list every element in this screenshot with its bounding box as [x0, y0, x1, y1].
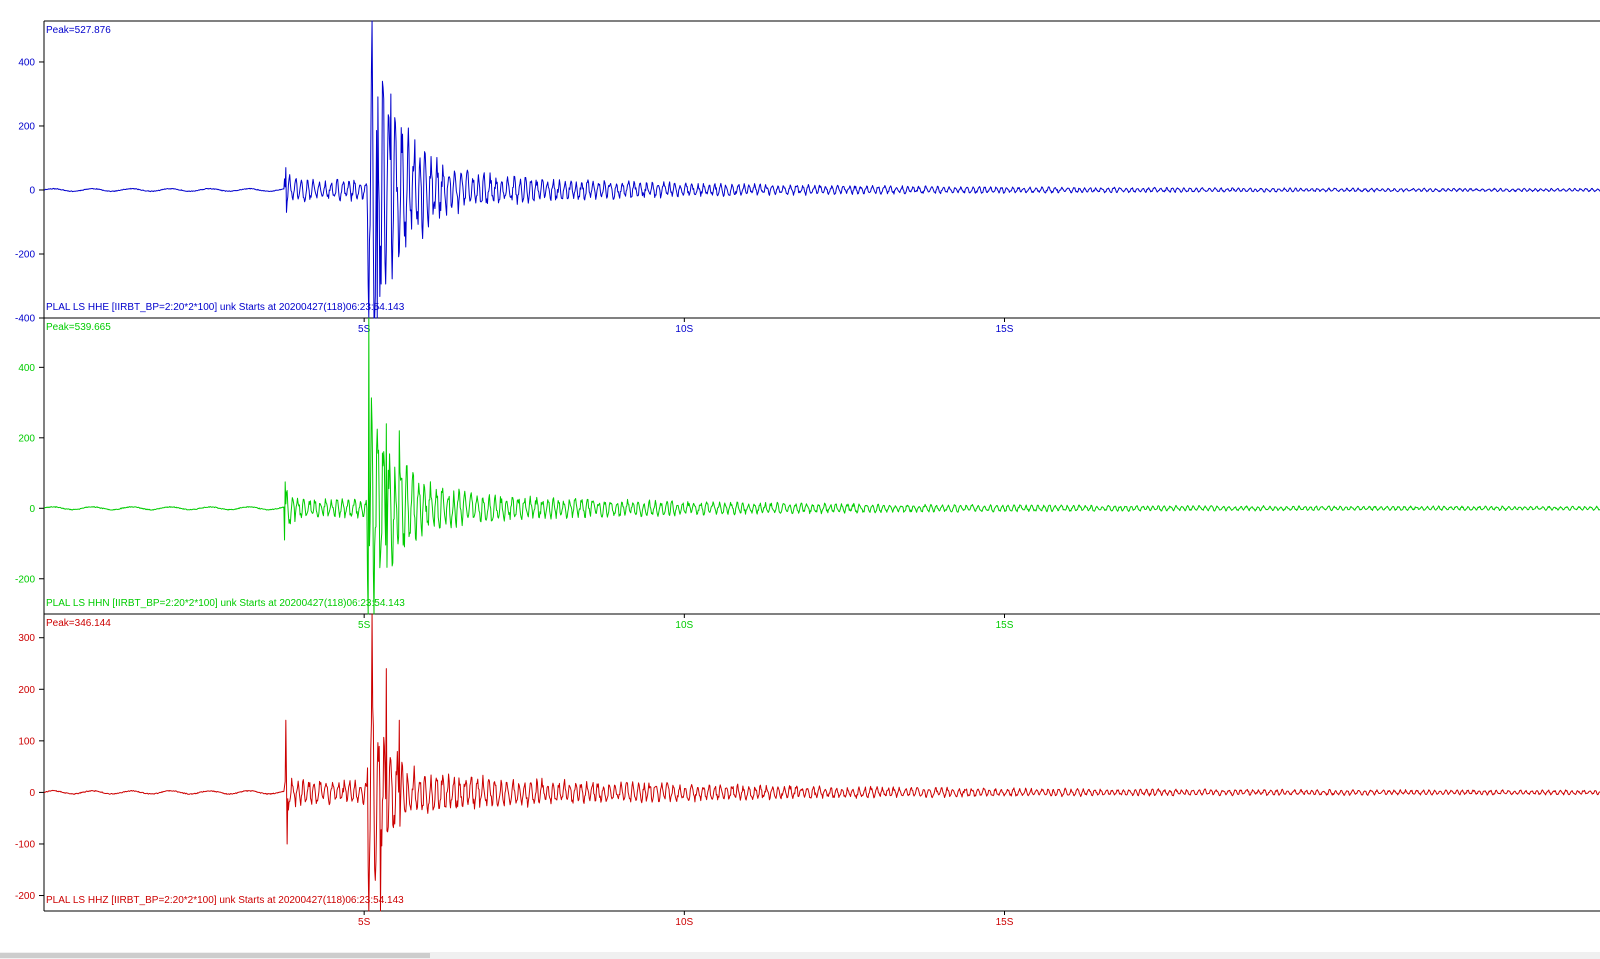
peak-label: Peak=346.144 — [46, 618, 111, 629]
waveform-trace — [43, 613, 1600, 912]
x-tick-label: 15S — [996, 620, 1014, 631]
y-tick-label: 0 — [29, 185, 35, 196]
x-tick-label: 15S — [996, 917, 1014, 928]
trace-label: PLAL LS HHZ [IIRBT_BP=2:20*2*100] unk St… — [46, 895, 404, 906]
y-tick-label: 200 — [18, 121, 35, 132]
scrollbar-thumb[interactable] — [0, 953, 430, 958]
y-tick-label: 200 — [18, 685, 35, 696]
horizontal-scrollbar[interactable] — [0, 952, 1600, 959]
x-tick-label: 5S — [358, 917, 371, 928]
y-tick-label: 400 — [18, 57, 35, 68]
y-tick-label: -200 — [15, 891, 35, 902]
peak-label: Peak=527.876 — [46, 25, 111, 36]
y-tick-label: 100 — [18, 736, 35, 747]
x-tick-label: 10S — [675, 620, 693, 631]
y-tick-label: 0 — [29, 504, 35, 515]
x-tick-label: 10S — [675, 324, 693, 335]
x-tick-label: 15S — [996, 324, 1014, 335]
x-tick-label: 10S — [675, 917, 693, 928]
waveform-trace — [43, 317, 1600, 615]
y-tick-label: -100 — [15, 839, 35, 850]
x-tick-label: 5S — [358, 324, 371, 335]
trace-label: PLAL LS HHE [IIRBT_BP=2:20*2*100] unk St… — [46, 302, 405, 313]
y-tick-label: 400 — [18, 363, 35, 374]
y-tick-label: -400 — [15, 314, 35, 325]
waveform-trace — [43, 20, 1600, 319]
y-tick-label: -200 — [15, 249, 35, 260]
trace-label: PLAL LS HHN [IIRBT_BP=2:20*2*100] unk St… — [46, 598, 405, 609]
y-tick-label: 0 — [29, 788, 35, 799]
y-tick-label: -200 — [15, 574, 35, 585]
peak-label: Peak=539.665 — [46, 322, 111, 333]
x-tick-label: 5S — [358, 620, 371, 631]
y-tick-label: 200 — [18, 433, 35, 444]
y-tick-label: 300 — [18, 633, 35, 644]
